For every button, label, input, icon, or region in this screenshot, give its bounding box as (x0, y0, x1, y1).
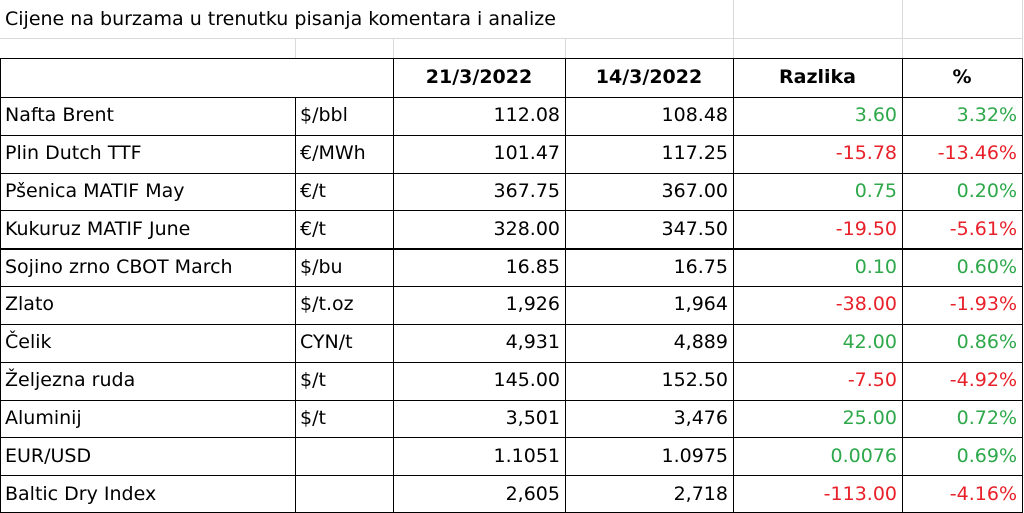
border (1022, 58, 1023, 512)
value-cell: 0.0076 (830, 444, 897, 467)
column-header: 14/3/2022 (595, 66, 703, 88)
border (295, 97, 296, 512)
value-cell: -4.92% (949, 369, 1017, 392)
value-cell: 108.48 (661, 104, 728, 127)
unit-cell: $/t (300, 369, 326, 392)
value-cell: 16.85 (505, 255, 560, 278)
value-cell: 3,476 (673, 406, 728, 429)
value-cell: -5.61% (949, 217, 1017, 240)
border (0, 437, 1023, 438)
border (0, 58, 1, 512)
border (0, 210, 1023, 211)
gridline (1022, 0, 1023, 58)
row-label: Pšenica MATIF May (5, 180, 185, 203)
border (0, 173, 1023, 174)
value-cell: -1.93% (949, 293, 1017, 316)
value-cell: -38.00 (835, 293, 897, 316)
value-cell: 367.75 (493, 180, 560, 203)
value-cell: 42.00 (842, 331, 897, 354)
border (565, 58, 566, 512)
value-cell: 0.69% (956, 444, 1017, 467)
row-label: Zlato (5, 293, 55, 316)
border (0, 135, 1023, 136)
value-cell: 117.25 (661, 142, 728, 165)
value-cell: 152.50 (661, 369, 728, 392)
value-cell: 0.86% (956, 331, 1017, 354)
sheet-title: Cijene na burzama u trenutku pisanja kom… (5, 7, 556, 30)
border (393, 58, 394, 512)
row-label: Aluminij (5, 406, 82, 429)
border (0, 97, 1023, 98)
unit-cell: €/t (300, 217, 326, 240)
border (0, 58, 1023, 59)
value-cell: 4,931 (505, 331, 560, 354)
row-label: Čelik (5, 331, 52, 354)
border (0, 362, 1023, 363)
unit-cell: $/t (300, 406, 326, 429)
value-cell: -4.16% (949, 482, 1017, 505)
unit-cell: €/MWh (300, 142, 366, 165)
unit-cell: $/bu (300, 255, 343, 278)
row-label: EUR/USD (5, 444, 92, 467)
value-cell: 3.60 (854, 104, 897, 127)
value-cell: 3,501 (505, 406, 560, 429)
value-cell: 3.32% (956, 104, 1017, 127)
value-cell: 2,718 (673, 482, 728, 505)
gridline (0, 38, 1022, 39)
row-label: Sojino zrno CBOT March (5, 255, 233, 278)
unit-cell: $/bbl (300, 104, 348, 127)
value-cell: -13.46% (937, 142, 1017, 165)
gridline (733, 0, 734, 58)
row-label: Baltic Dry Index (5, 482, 157, 505)
value-cell: 0.10 (854, 255, 897, 278)
value-cell: 1.0975 (661, 444, 728, 467)
gridline (565, 38, 566, 58)
value-cell: 0.20% (956, 180, 1017, 203)
value-cell: 1,926 (505, 293, 560, 316)
value-cell: 2,605 (505, 482, 560, 505)
value-cell: 0.60% (956, 255, 1017, 278)
border (0, 248, 1023, 250)
border (0, 286, 1023, 287)
border (902, 58, 903, 512)
row-label: Plin Dutch TTF (5, 142, 142, 165)
row-label: Željezna ruda (5, 369, 136, 392)
value-cell: -15.78 (835, 142, 897, 165)
value-cell: 0.72% (956, 406, 1017, 429)
row-label: Nafta Brent (5, 104, 114, 127)
gridline (902, 0, 903, 58)
row-label: Kukuruz MATIF June (5, 217, 191, 240)
unit-cell: €/t (300, 180, 326, 203)
value-cell: 367.00 (661, 180, 728, 203)
border (0, 400, 1023, 401)
gridline (393, 38, 394, 58)
value-cell: 112.08 (493, 104, 560, 127)
column-header: 21/3/2022 (425, 66, 533, 88)
unit-cell: $/t.oz (300, 293, 354, 316)
value-cell: 347.50 (661, 217, 728, 240)
border (0, 475, 1023, 476)
unit-cell: CYN/t (300, 331, 353, 354)
column-header: % (952, 66, 972, 88)
value-cell: 101.47 (493, 142, 560, 165)
value-cell: 1.1051 (493, 444, 560, 467)
value-cell: -7.50 (847, 369, 897, 392)
value-cell: 25.00 (842, 406, 897, 429)
value-cell: 145.00 (493, 369, 560, 392)
value-cell: 4,889 (673, 331, 728, 354)
value-cell: 328.00 (493, 217, 560, 240)
gridline (295, 38, 296, 58)
border (0, 324, 1023, 325)
column-header: Razlika (779, 66, 856, 88)
value-cell: 0.75 (854, 180, 897, 203)
value-cell: -113.00 (823, 482, 897, 505)
border (733, 58, 734, 512)
value-cell: -19.50 (835, 217, 897, 240)
value-cell: 1,964 (673, 293, 728, 316)
value-cell: 16.75 (673, 255, 728, 278)
